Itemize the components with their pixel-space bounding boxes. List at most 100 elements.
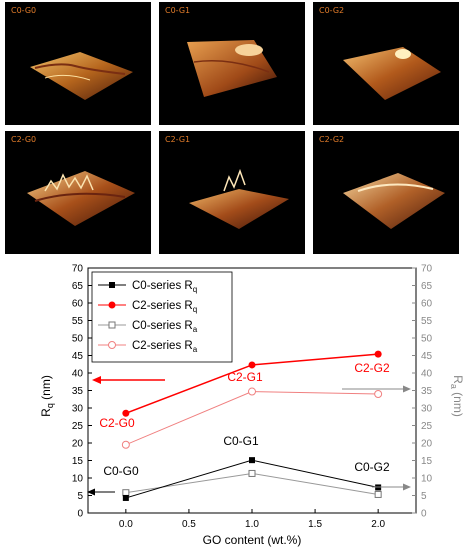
x-tick-label: 0.0 xyxy=(119,519,133,530)
y-left-tick-label: 10 xyxy=(72,474,84,485)
y-left-tick-label: 65 xyxy=(72,281,84,292)
annotation-c2-g0: C2-G0 xyxy=(99,416,135,430)
legend-label-main: C2-series R xyxy=(132,340,193,352)
series-line xyxy=(125,459,379,499)
y-right-tick-label: 65 xyxy=(421,281,433,292)
panel-label: C0-G1 xyxy=(165,6,191,15)
arrow-left-black xyxy=(87,488,115,496)
y-right-tick-label: 60 xyxy=(421,299,433,310)
surface-3d-image xyxy=(30,52,133,100)
x-tick-label: 2.0 xyxy=(371,519,385,530)
legend-label-sub: a xyxy=(193,325,198,334)
y-left-tick-label: 45 xyxy=(72,351,84,362)
legend-label-main: C0-series R xyxy=(132,320,193,332)
y-right-title-unit: (nm) xyxy=(451,389,465,417)
y-right-tick-label: 30 xyxy=(421,404,433,415)
surface-3d-image xyxy=(343,173,445,229)
y-left-tick-label: 0 xyxy=(77,509,83,520)
panel-label: C2-G0 xyxy=(11,135,37,144)
data-point xyxy=(122,489,130,497)
y-left-tick-label: 70 xyxy=(72,264,84,275)
y-left-tick-label: 50 xyxy=(72,334,84,345)
panel-label: C0-G0 xyxy=(11,6,37,15)
surface-3d-image xyxy=(27,171,135,226)
y-right-tick-label: 15 xyxy=(421,456,433,467)
data-point xyxy=(122,409,130,417)
afm-panel-c0-g0: C0-G0 xyxy=(5,2,151,125)
data-point xyxy=(249,457,255,464)
legend-label-sub: q xyxy=(193,285,197,294)
y-left-axis-title: Rq (nm) xyxy=(39,375,55,417)
data-point xyxy=(374,350,382,358)
y-left-title-unit: (nm) xyxy=(39,375,53,403)
y-right-tick-label: 55 xyxy=(421,316,433,327)
svg-text:Ra (nm): Ra (nm) xyxy=(449,375,465,417)
afm-panel-c0-g2: C0-G2 xyxy=(313,2,459,125)
y-left-tick-label: 5 xyxy=(77,491,83,502)
series-layer xyxy=(121,350,383,501)
arrow-left-red xyxy=(92,376,165,384)
legend-item-c2-ra: C2-series Ra xyxy=(98,340,198,354)
y-right-title-sub: a xyxy=(449,384,459,389)
data-point xyxy=(122,494,129,501)
y-right-tick-label: 0 xyxy=(421,509,427,520)
legend-label-main: C2-series R xyxy=(132,300,193,312)
y-left-tick-label: 20 xyxy=(72,439,84,450)
svg-text:C0-series Rq: C0-series Rq xyxy=(132,280,197,294)
afm-panel-c0-g1: C0-G1 xyxy=(159,2,305,125)
y-right-tick-label: 5 xyxy=(421,491,427,502)
y-right-tick-label: 10 xyxy=(421,474,433,485)
legend-marker xyxy=(108,341,116,349)
y-right-tick-label: 50 xyxy=(421,334,433,345)
y-left-title-sub: q xyxy=(45,403,55,408)
surface-3d-image xyxy=(187,40,277,97)
y-left-tick-label: 15 xyxy=(72,456,84,467)
legend-label-sub: q xyxy=(193,305,197,314)
x-tick-label: 0.5 xyxy=(182,519,196,530)
y-right-axis: 0 5 10 15 20 25 30 35 40 45 50 55 60 65 70 xyxy=(412,264,433,520)
svg-text:Rq (nm): Rq (nm) xyxy=(39,375,55,417)
legend-label-sub: a xyxy=(193,345,198,354)
y-left-tick-label: 40 xyxy=(72,369,84,380)
x-tick-label: 1.5 xyxy=(308,519,322,530)
annotation-c0-g1: C0-G1 xyxy=(223,434,259,448)
legend-marker xyxy=(108,321,116,329)
data-point xyxy=(248,387,256,396)
legend-marker xyxy=(109,282,115,288)
y-left-tick-label: 60 xyxy=(72,299,84,310)
y-right-axis-title: Ra (nm) xyxy=(449,375,465,417)
arrow-right-gray xyxy=(342,385,411,393)
y-left-tick-label: 55 xyxy=(72,316,84,327)
y-left-tick-label: 30 xyxy=(72,404,84,415)
legend-item-c2-rq: C2-series Rq xyxy=(98,300,197,314)
data-point xyxy=(374,390,383,398)
y-left-tick-label: 25 xyxy=(72,421,84,432)
y-left-title-main: R xyxy=(39,408,53,417)
x-tick-label: 1.0 xyxy=(245,519,259,530)
annotation-c2-g1: C2-G1 xyxy=(227,370,263,384)
svg-text:C0-series Ra: C0-series Ra xyxy=(132,320,198,334)
legend-item-c0-rq: C0-series Rq xyxy=(98,280,197,294)
y-right-tick-label: 35 xyxy=(421,386,433,397)
afm-panel-c2-g0: C2-G0 xyxy=(5,131,151,254)
y-right-tick-label: 40 xyxy=(421,369,433,380)
y-left-tick-label: 35 xyxy=(72,386,84,397)
annotation-c0-g0: C0-G0 xyxy=(103,464,139,478)
data-point xyxy=(248,469,256,477)
legend-marker xyxy=(108,301,116,309)
roughness-chart: 0 5 10 15 20 25 30 35 40 45 50 55 60 65 70 0 5 10 15 20 25 3… xyxy=(39,264,465,548)
x-axis: 0.0 0.5 1.0 1.5 2.0 xyxy=(119,509,386,530)
data-point xyxy=(248,361,256,369)
legend-item-c0-ra: C0-series Ra xyxy=(98,320,198,334)
y-right-title-main: R xyxy=(451,375,465,384)
panel-label: C2-G1 xyxy=(165,135,191,144)
y-right-tick-label: 45 xyxy=(421,351,433,362)
svg-text:C2-series Ra: C2-series Ra xyxy=(132,340,198,354)
y-right-tick-label: 25 xyxy=(421,421,433,432)
data-point xyxy=(121,440,130,449)
y-left-axis: 0 5 10 15 20 25 30 35 40 45 50 55 60 65 70 xyxy=(72,264,92,520)
y-right-tick-label: 20 xyxy=(421,439,433,450)
legend: C0-series Rq C2-series Rq C0-series Ra C… xyxy=(91,271,233,363)
surface-3d-image xyxy=(343,47,441,100)
afm-panel-c2-g1: C2-G1 xyxy=(159,131,305,254)
